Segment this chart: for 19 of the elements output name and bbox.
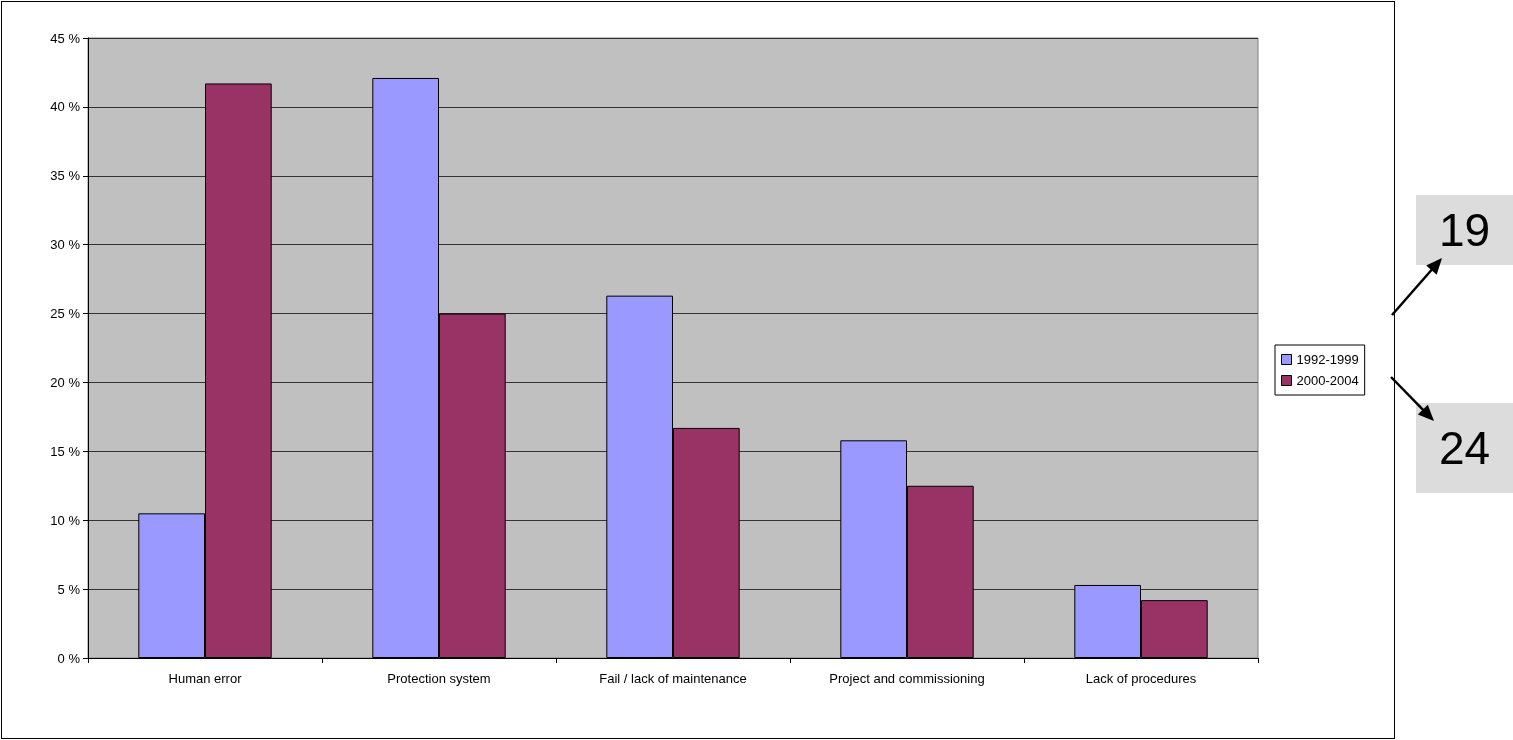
legend-label: 2000-2004: [1296, 373, 1359, 388]
text: 24: [1416, 403, 1513, 493]
y-tick-label: 35 %: [50, 168, 81, 184]
y-tick-label: 10 %: [50, 512, 81, 528]
x-tick-label: Fail / lack of maintenance: [599, 671, 747, 686]
text: 19: [1416, 195, 1513, 265]
x-tick-label: Lack of procedures: [1085, 671, 1197, 686]
legend-label: 1992-1999: [1296, 352, 1359, 367]
y-tick-label: 40 %: [50, 99, 81, 115]
y-tick-label: 15 %: [50, 443, 81, 459]
x-tick-label: Protection system: [387, 671, 491, 686]
x-tick-label: Human error: [168, 671, 243, 686]
y-tick-label: 20 %: [50, 374, 81, 390]
y-tick-label: 5 %: [57, 581, 81, 597]
y-tick-label: 30 %: [50, 237, 81, 253]
y-tick-label: 0 %: [57, 650, 81, 666]
x-tick-label: Project and commissioning: [829, 671, 985, 686]
y-tick-label: 25 %: [50, 306, 81, 322]
y-tick-label: 45 %: [50, 30, 81, 46]
